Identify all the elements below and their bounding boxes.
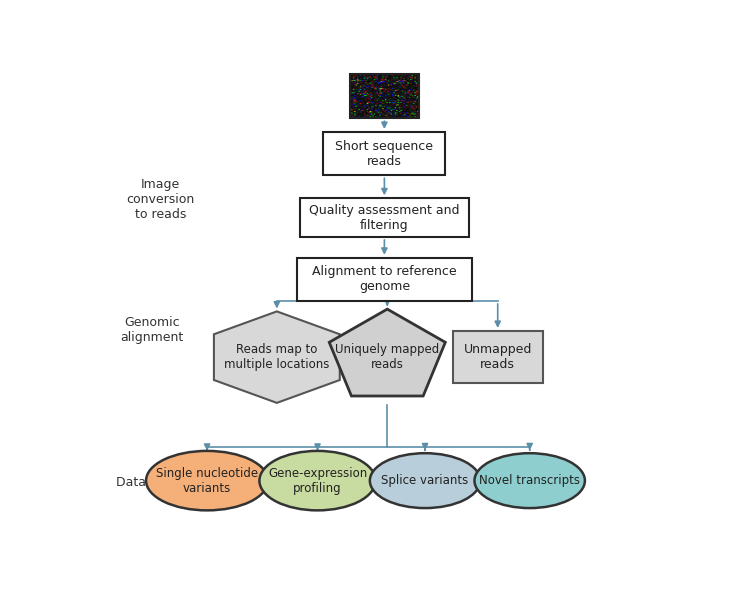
FancyBboxPatch shape: [300, 198, 469, 237]
Text: Data mining: Data mining: [116, 476, 194, 489]
Polygon shape: [329, 309, 446, 396]
Text: Uniquely mapped
reads: Uniquely mapped reads: [335, 343, 440, 371]
Text: Alignment to reference
genome: Alignment to reference genome: [312, 266, 457, 293]
Text: Novel transcripts: Novel transcripts: [479, 474, 580, 487]
Ellipse shape: [146, 451, 268, 510]
Ellipse shape: [260, 451, 376, 510]
Text: Image
conversion
to reads: Image conversion to reads: [127, 178, 195, 221]
Text: Quality assessment and
filtering: Quality assessment and filtering: [309, 204, 460, 232]
Text: Single nucleotide
variants: Single nucleotide variants: [156, 467, 258, 495]
Text: Reads map to
multiple locations: Reads map to multiple locations: [224, 343, 329, 371]
Text: Short sequence
reads: Short sequence reads: [335, 140, 433, 168]
Text: Splice variants: Splice variants: [382, 474, 469, 487]
FancyBboxPatch shape: [453, 331, 543, 384]
Text: Gene-expression
profiling: Gene-expression profiling: [268, 467, 368, 495]
FancyBboxPatch shape: [323, 132, 446, 175]
Text: Unmapped
reads: Unmapped reads: [464, 343, 532, 371]
Text: Genomic
alignment: Genomic alignment: [120, 315, 184, 344]
Ellipse shape: [475, 453, 585, 508]
Polygon shape: [214, 311, 340, 403]
FancyBboxPatch shape: [297, 258, 472, 301]
Ellipse shape: [370, 453, 480, 508]
